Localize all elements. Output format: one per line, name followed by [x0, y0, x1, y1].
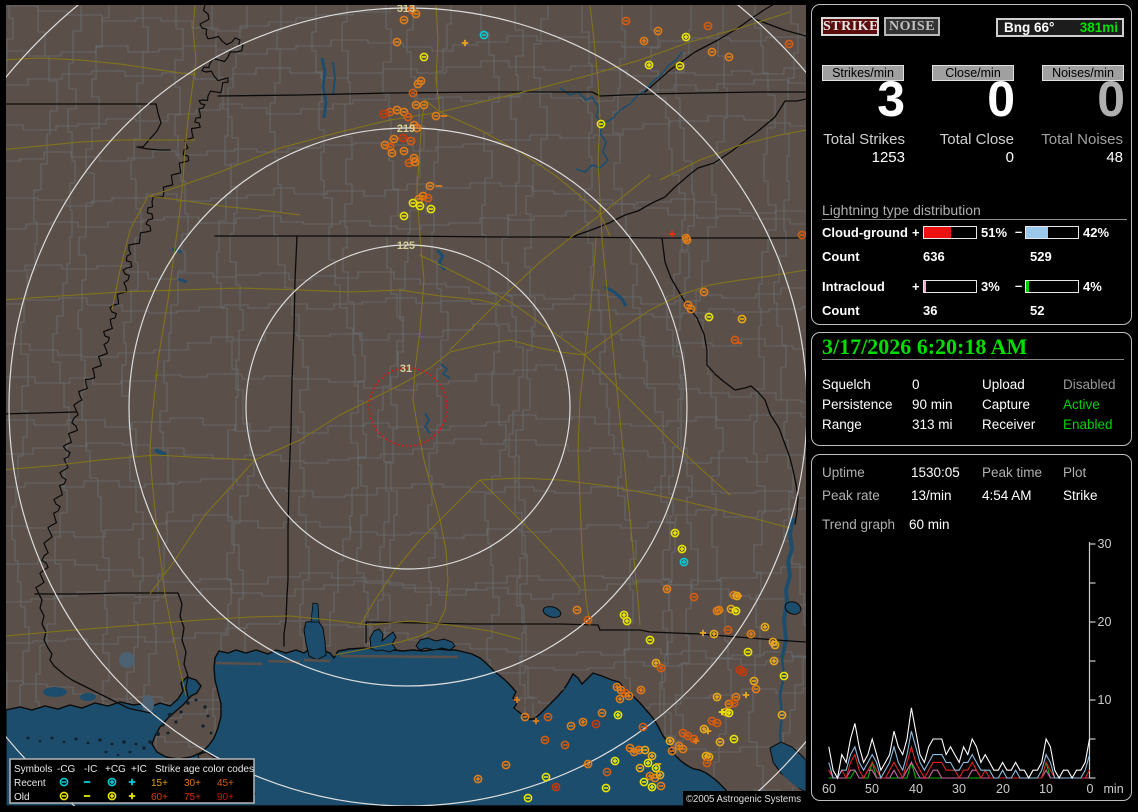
svg-text:20: 20 — [1098, 615, 1112, 629]
svg-text:90+: 90+ — [217, 792, 234, 803]
svg-text:219: 219 — [397, 123, 415, 135]
svg-text:75+: 75+ — [184, 792, 201, 803]
svg-text:313: 313 — [397, 3, 415, 15]
svg-text:50: 50 — [865, 782, 879, 796]
svg-text:20: 20 — [996, 782, 1010, 796]
svg-text:31: 31 — [400, 363, 412, 375]
svg-text:30: 30 — [1098, 537, 1112, 551]
svg-text:-CG: -CG — [57, 764, 76, 775]
svg-text:30+: 30+ — [184, 778, 201, 789]
svg-text:min: min — [1104, 782, 1124, 796]
svg-text:40: 40 — [909, 782, 923, 796]
svg-text:0: 0 — [1087, 782, 1094, 796]
svg-text:60: 60 — [822, 782, 836, 796]
svg-text:Old: Old — [14, 792, 30, 803]
svg-text:Strike age color codes: Strike age color codes — [155, 764, 254, 775]
svg-text:©2005 Astrogenic Systems: ©2005 Astrogenic Systems — [686, 793, 801, 805]
svg-text:45+: 45+ — [217, 778, 234, 789]
svg-text:Symbols: Symbols — [14, 764, 52, 775]
svg-text:60+: 60+ — [151, 792, 168, 803]
svg-text:15+: 15+ — [151, 778, 168, 789]
svg-text:Recent: Recent — [14, 778, 46, 789]
svg-text:10: 10 — [1098, 693, 1112, 707]
svg-text:30: 30 — [952, 782, 966, 796]
svg-text:-IC: -IC — [84, 764, 97, 775]
svg-text:10: 10 — [1039, 782, 1053, 796]
svg-text:+CG: +CG — [105, 764, 126, 775]
svg-text:+IC: +IC — [131, 764, 147, 775]
svg-text:125: 125 — [397, 240, 415, 252]
